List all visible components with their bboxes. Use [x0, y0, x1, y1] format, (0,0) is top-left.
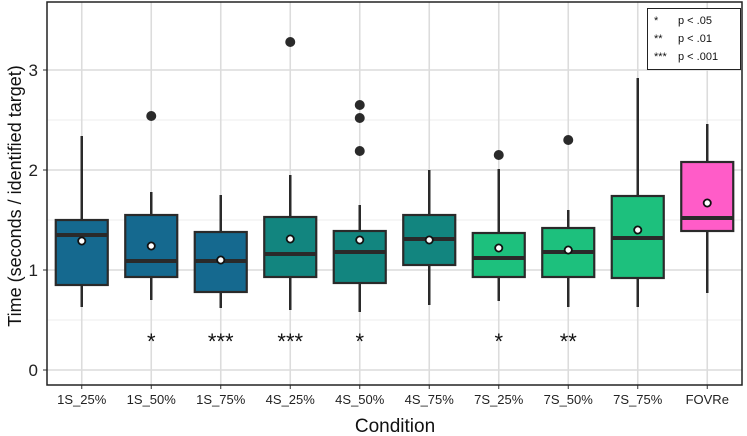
x-tick-label: 4S_25% [266, 392, 316, 407]
x-tick-label: 7S_75% [613, 392, 663, 407]
significance-label: ** [560, 329, 578, 354]
mean-marker [702, 198, 712, 208]
legend-entry: ** p < .01 [654, 33, 712, 45]
y-tick-label: 1 [29, 261, 38, 280]
box-4S_50% [332, 100, 387, 312]
box-7S_50% [541, 135, 596, 307]
significance-label: * [355, 329, 364, 354]
legend-symbol: ** [654, 33, 663, 45]
outlier-point [493, 150, 504, 160]
significance-label: * [494, 329, 503, 354]
y-tick-label: 0 [29, 361, 38, 380]
outlier-point [146, 111, 157, 121]
outlier-point [354, 146, 365, 156]
outlier-point [354, 100, 365, 110]
mean-marker [216, 255, 226, 265]
legend-entry: *** p < .001 [654, 51, 718, 63]
mean-marker [146, 241, 156, 251]
significance-label: *** [277, 329, 303, 354]
box-FOVRe [680, 124, 735, 293]
legend-symbol: * [654, 15, 659, 27]
significance-label: * [147, 329, 156, 354]
outlier-point [563, 135, 574, 145]
outlier-point [354, 113, 365, 123]
x-tick-label: 1S_75% [196, 392, 246, 407]
box-4S_25% [263, 37, 318, 310]
box-7S_75% [610, 78, 665, 307]
x-tick-label: 7S_50% [544, 392, 594, 407]
iqr-box [263, 215, 318, 279]
significance-legend: * p < .05 ** p < .01 *** p < .001 [647, 8, 741, 70]
y-axis-title: Time (seconds / identified target) [5, 65, 25, 326]
box-4S_75% [402, 170, 457, 305]
significance-label: *** [208, 329, 234, 354]
mean-marker [424, 235, 434, 245]
iqr-box [54, 218, 109, 287]
mean-marker [563, 245, 573, 255]
mean-marker [77, 236, 87, 246]
plot-border [46, 1, 743, 386]
box-1S_50% [124, 111, 179, 300]
mean-marker [285, 234, 295, 244]
legend-label: p < .01 [678, 33, 712, 45]
box-1S_25% [54, 136, 109, 307]
legend-entry: * p < .05 [654, 15, 712, 27]
plot-background [47, 2, 742, 385]
iqr-box [471, 231, 526, 279]
y-axis-ticks: 0 1 2 3 [29, 61, 47, 380]
x-tick-label: 4S_50% [335, 392, 385, 407]
legend-label: p < .05 [678, 15, 712, 27]
mean-marker [355, 235, 365, 245]
iqr-box [680, 160, 735, 233]
x-tick-label: FOVRe [686, 392, 729, 407]
mean-marker [494, 243, 504, 253]
legend-label: p < .001 [678, 51, 719, 63]
y-tick-label: 2 [29, 161, 38, 180]
x-tick-label: 1S_50% [127, 392, 177, 407]
outlier-point [285, 37, 296, 47]
box-1S_75% [193, 195, 248, 308]
x-tick-label: 1S_25% [57, 392, 107, 407]
significance-markers: * *** *** * * ** [147, 329, 577, 354]
x-tick-label: 7S_25% [474, 392, 524, 407]
x-axis-ticks: 1S_25% 1S_50% 1S_75% 4S_25% 4S_50% 4S_75% 7S_2… [57, 385, 729, 407]
box-7S_25% [471, 150, 526, 301]
mean-marker [633, 225, 643, 235]
box-series [54, 37, 735, 312]
x-tick-label: 4S_75% [405, 392, 455, 407]
y-tick-label: 3 [29, 61, 38, 80]
legend-symbol: *** [654, 51, 667, 63]
x-axis-title: Condition [355, 416, 435, 436]
